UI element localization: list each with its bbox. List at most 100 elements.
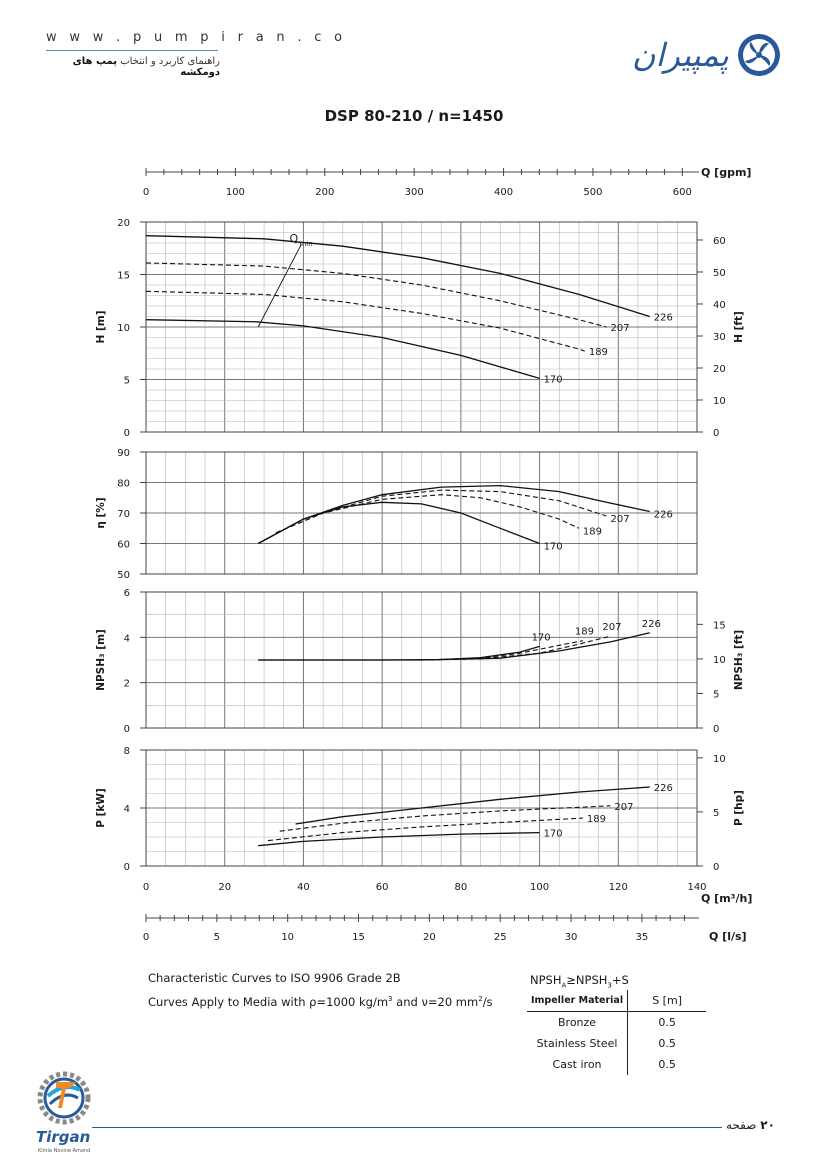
y-tick-label: 4: [124, 633, 130, 644]
curve-head-226: [145, 235, 650, 318]
y-tick-label: 20: [117, 218, 130, 229]
page-word: صفحه: [726, 1118, 757, 1132]
tagline-bold: پمپ های دومکشه: [72, 56, 220, 78]
material-cell: Stainless Steel: [536, 1037, 618, 1050]
standard-note: Characteristic Curves to ISO 9906 Grade …: [148, 971, 401, 985]
y-tick-label: 50: [117, 570, 130, 581]
s-cell: 0.5: [627, 1033, 707, 1054]
ls-tick-label: 10: [281, 932, 294, 943]
qmin-sub: min: [299, 240, 312, 248]
y-right-tick-label: 0: [713, 428, 719, 439]
s-cell: 0.5: [627, 1011, 707, 1033]
curve-power-189: [267, 817, 583, 842]
tagline: راهنمای کاربرد و انتخاب پمپ های دومکشه: [30, 56, 220, 78]
y-axis-label: P [kW]: [95, 788, 107, 828]
ls-axis-label: Q [l/s]: [709, 930, 747, 943]
y-tick-label: 10: [117, 323, 130, 334]
y-right-tick-label: 0: [713, 724, 719, 735]
y-right-tick-label: 5: [713, 689, 719, 700]
curve-label-189: 189: [575, 627, 594, 638]
tagline-plain: راهنمای کاربرد و انتخاب: [117, 56, 220, 67]
x-tick-label: 140: [687, 882, 706, 893]
y-tick-label: 5: [124, 376, 130, 387]
curve-head-207: [145, 262, 607, 328]
x-tick-label: 40: [297, 882, 310, 893]
y-right-tick-label: 5: [713, 808, 719, 819]
curve-head-189: [145, 290, 585, 352]
curve-label-189: 189: [589, 347, 608, 358]
ls-tick-label: 35: [636, 932, 649, 943]
panel-frame: [145, 591, 698, 729]
ls-tick-label: 30: [565, 932, 578, 943]
y-right-tick-label: 10: [713, 396, 726, 407]
col-s: S [m]: [627, 990, 707, 1012]
curve-npsh-207: [421, 635, 611, 661]
table-header-row: Impeller Material S [m]: [527, 990, 707, 1012]
col-material: Impeller Material: [527, 990, 628, 1012]
y-right-tick-label: 40: [713, 300, 726, 311]
y-tick-label: 80: [117, 479, 130, 490]
pump-impeller-icon: [738, 34, 780, 76]
brand-name: Tirgan: [36, 1128, 91, 1146]
material-cell: Cast iron: [552, 1058, 602, 1071]
gpm-tick-label: 100: [226, 187, 245, 198]
tirgan-logo: [34, 1068, 98, 1158]
curve-label-170: 170: [544, 374, 563, 385]
gpm-tick-label: 400: [494, 187, 513, 198]
curve-label-226: 226: [654, 313, 673, 324]
formula-sub-a: A: [561, 981, 567, 990]
y-tick-label: 0: [124, 724, 130, 735]
curve-head-170: [145, 319, 540, 380]
curve-label-226: 226: [654, 783, 673, 794]
y-tick-label: 4: [124, 804, 130, 815]
media-note-suffix: /s: [482, 995, 493, 1009]
curve-label-170: 170: [544, 829, 563, 840]
y-right-tick-label: 10: [713, 754, 726, 765]
curve-label-207: 207: [610, 323, 629, 334]
table-row: Stainless Steel 0.5: [527, 1033, 707, 1054]
gpm-tick-label: 0: [143, 187, 149, 198]
y-right-tick-label: 50: [713, 268, 726, 279]
chart-grids: [145, 221, 698, 867]
page-number-value: ۲۰: [760, 1118, 775, 1132]
curve-label-207: 207: [610, 514, 629, 525]
curve-label-207: 207: [602, 622, 621, 633]
gpm-axis-label: Q [gpm]: [701, 166, 751, 179]
chart-labels: 170 189 207 226 Q min 170 189 207 226 170 189 207 226…: [289, 232, 672, 840]
ls-tick-label: 5: [214, 932, 220, 943]
formula-post: +S: [611, 973, 629, 987]
media-note-prefix: Curves Apply to Media with ρ=1000 kg/m: [148, 995, 389, 1009]
x-axis-label-m3h: Q [m³/h]: [701, 892, 752, 905]
material-cell: Bronze: [558, 1016, 597, 1029]
y-tick-label: 60: [117, 540, 130, 551]
ls-tick-label: 15: [352, 932, 365, 943]
curve-label-189: 189: [583, 526, 602, 537]
curve-label-226: 226: [642, 619, 661, 630]
y-right-tick-label: 20: [713, 364, 726, 375]
chart-title: DSP 80-210 / n=1450: [324, 107, 504, 125]
y-axis-label: H [m]: [95, 311, 107, 344]
curve-efficiency-226: [257, 484, 650, 545]
table-row: Bronze 0.5: [527, 1011, 707, 1033]
tirgan-gear-icon: [37, 1071, 91, 1125]
y-right-tick-label: 0: [713, 862, 719, 873]
ls-tick-label: 20: [423, 932, 436, 943]
curve-power-226: [295, 786, 650, 825]
y-right-tick-label: 60: [713, 236, 726, 247]
ls-tick-label: 0: [143, 932, 149, 943]
y-axis-label: η [%]: [95, 497, 107, 528]
media-note: Curves Apply to Media with ρ=1000 kg/m3 …: [148, 995, 493, 1009]
curve-label-170: 170: [544, 542, 563, 553]
curve-label-170: 170: [532, 632, 551, 643]
chart-curves: [145, 235, 650, 847]
y-right-tick-label: 30: [713, 332, 726, 343]
gpm-tick-label: 300: [405, 187, 424, 198]
y-tick-label: 15: [117, 271, 130, 282]
site-url[interactable]: w w w . p u m p i r a n . c o: [46, 30, 347, 45]
curve-efficiency-207: [275, 489, 607, 534]
pumpiran-logo: پمپیران: [632, 28, 782, 86]
x-tick-label: 20: [218, 882, 231, 893]
curve-label-189: 189: [587, 814, 606, 825]
